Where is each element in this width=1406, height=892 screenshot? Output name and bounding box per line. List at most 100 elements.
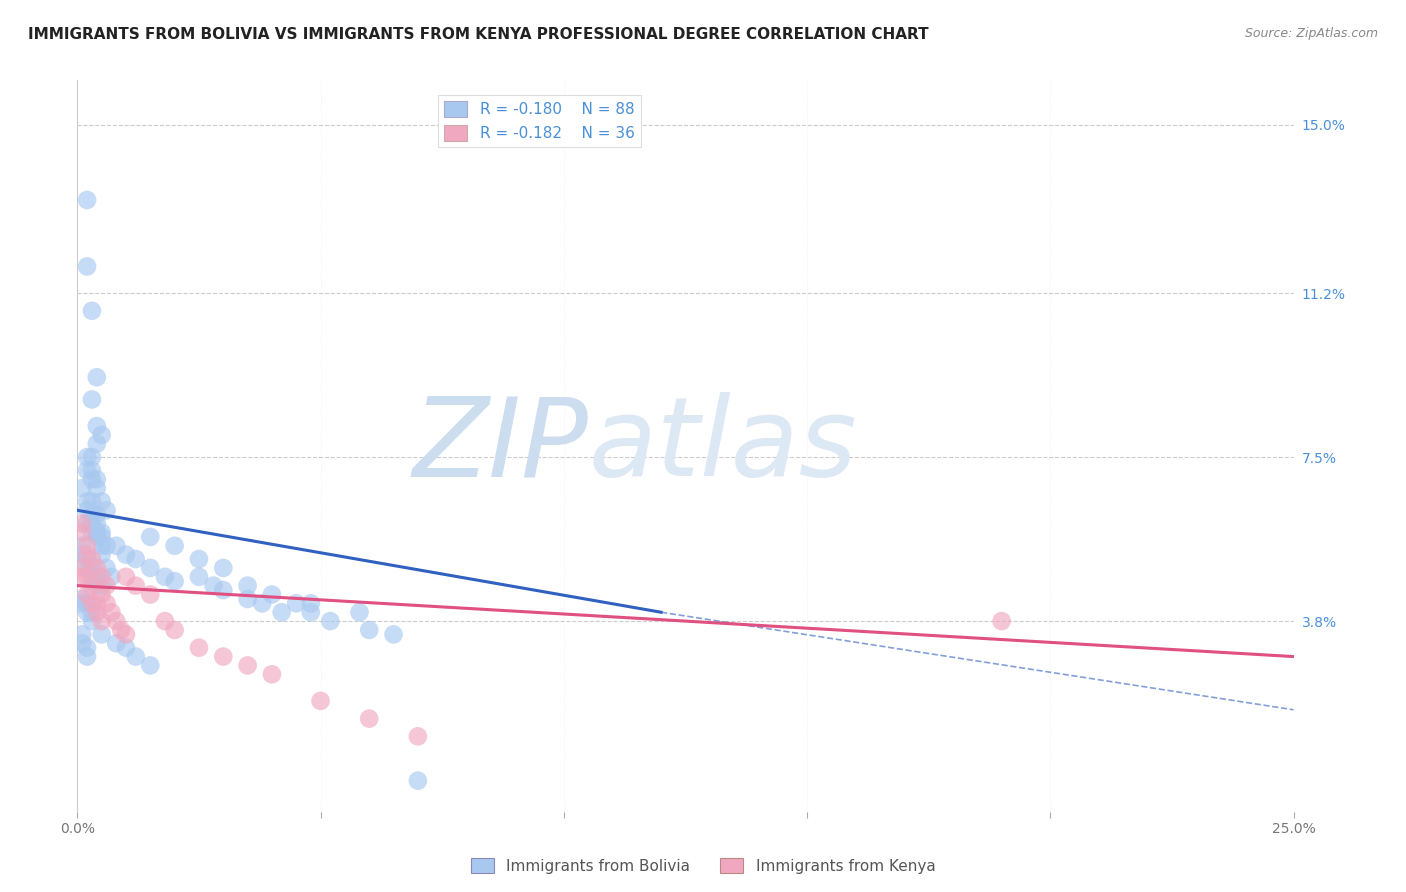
Point [100, 605, 122, 619]
Point [80, 605, 103, 619]
Point [76, 450, 98, 464]
Point [76, 561, 98, 575]
Point [86, 570, 108, 584]
Point [90, 579, 112, 593]
Point [76, 649, 98, 664]
Point [90, 530, 112, 544]
Point [76, 596, 98, 610]
Point [76, 552, 98, 566]
Point [212, 583, 235, 598]
Point [76, 570, 98, 584]
Point [86, 516, 108, 531]
Point [70, 636, 93, 650]
Point [990, 614, 1012, 628]
Point [90, 587, 112, 601]
Point [80, 579, 103, 593]
Point [96, 579, 118, 593]
Point [70, 591, 93, 606]
Point [115, 570, 138, 584]
Point [80, 303, 103, 318]
Point [212, 649, 235, 664]
Point [80, 570, 103, 584]
Point [70, 525, 93, 540]
Point [115, 548, 138, 562]
Point [153, 614, 176, 628]
Point [76, 640, 98, 655]
Point [139, 658, 162, 673]
Legend: R = -0.180    N = 88, R = -0.182    N = 36: R = -0.180 N = 88, R = -0.182 N = 36 [439, 95, 641, 147]
Point [96, 503, 118, 517]
Point [299, 605, 322, 619]
Point [153, 570, 176, 584]
Point [76, 494, 98, 508]
Point [188, 570, 211, 584]
Point [70, 481, 93, 495]
Point [90, 428, 112, 442]
Text: atlas: atlas [588, 392, 856, 500]
Point [319, 614, 342, 628]
Point [90, 525, 112, 540]
Point [299, 596, 322, 610]
Point [139, 530, 162, 544]
Point [86, 481, 108, 495]
Point [86, 561, 108, 575]
Point [163, 574, 186, 589]
Point [76, 463, 98, 477]
Point [80, 552, 103, 566]
Point [76, 516, 98, 531]
Point [80, 508, 103, 522]
Point [86, 370, 108, 384]
Point [406, 773, 429, 788]
Point [80, 614, 103, 628]
Point [105, 539, 128, 553]
Point [86, 437, 108, 451]
Point [188, 640, 211, 655]
Point [359, 712, 381, 726]
Point [70, 516, 93, 531]
Point [86, 596, 108, 610]
Point [110, 623, 132, 637]
Point [163, 539, 186, 553]
Point [349, 605, 371, 619]
Point [285, 596, 308, 610]
Point [125, 649, 148, 664]
Point [105, 636, 128, 650]
Point [139, 561, 162, 575]
Point [86, 508, 108, 522]
Point [125, 552, 148, 566]
Point [80, 525, 103, 540]
Point [96, 539, 118, 553]
Point [139, 587, 162, 601]
Point [406, 730, 429, 744]
Point [100, 570, 122, 584]
Text: Source: ZipAtlas.com: Source: ZipAtlas.com [1244, 27, 1378, 40]
Point [86, 605, 108, 619]
Point [76, 503, 98, 517]
Point [76, 605, 98, 619]
Point [125, 579, 148, 593]
Point [76, 260, 98, 274]
Point [86, 530, 108, 544]
Text: ZIP: ZIP [412, 392, 588, 500]
Point [80, 450, 103, 464]
Point [90, 548, 112, 562]
Point [236, 658, 259, 673]
Point [115, 627, 138, 641]
Point [80, 561, 103, 575]
Legend: Immigrants from Bolivia, Immigrants from Kenya: Immigrants from Bolivia, Immigrants from… [464, 852, 942, 880]
Point [90, 494, 112, 508]
Point [76, 548, 98, 562]
Point [80, 516, 103, 531]
Point [90, 627, 112, 641]
Point [86, 525, 108, 540]
Point [86, 472, 108, 486]
Point [80, 463, 103, 477]
Point [90, 539, 112, 553]
Point [236, 579, 259, 593]
Point [80, 494, 103, 508]
Point [96, 596, 118, 610]
Point [382, 627, 405, 641]
Point [250, 596, 273, 610]
Point [70, 596, 93, 610]
Point [90, 614, 112, 628]
